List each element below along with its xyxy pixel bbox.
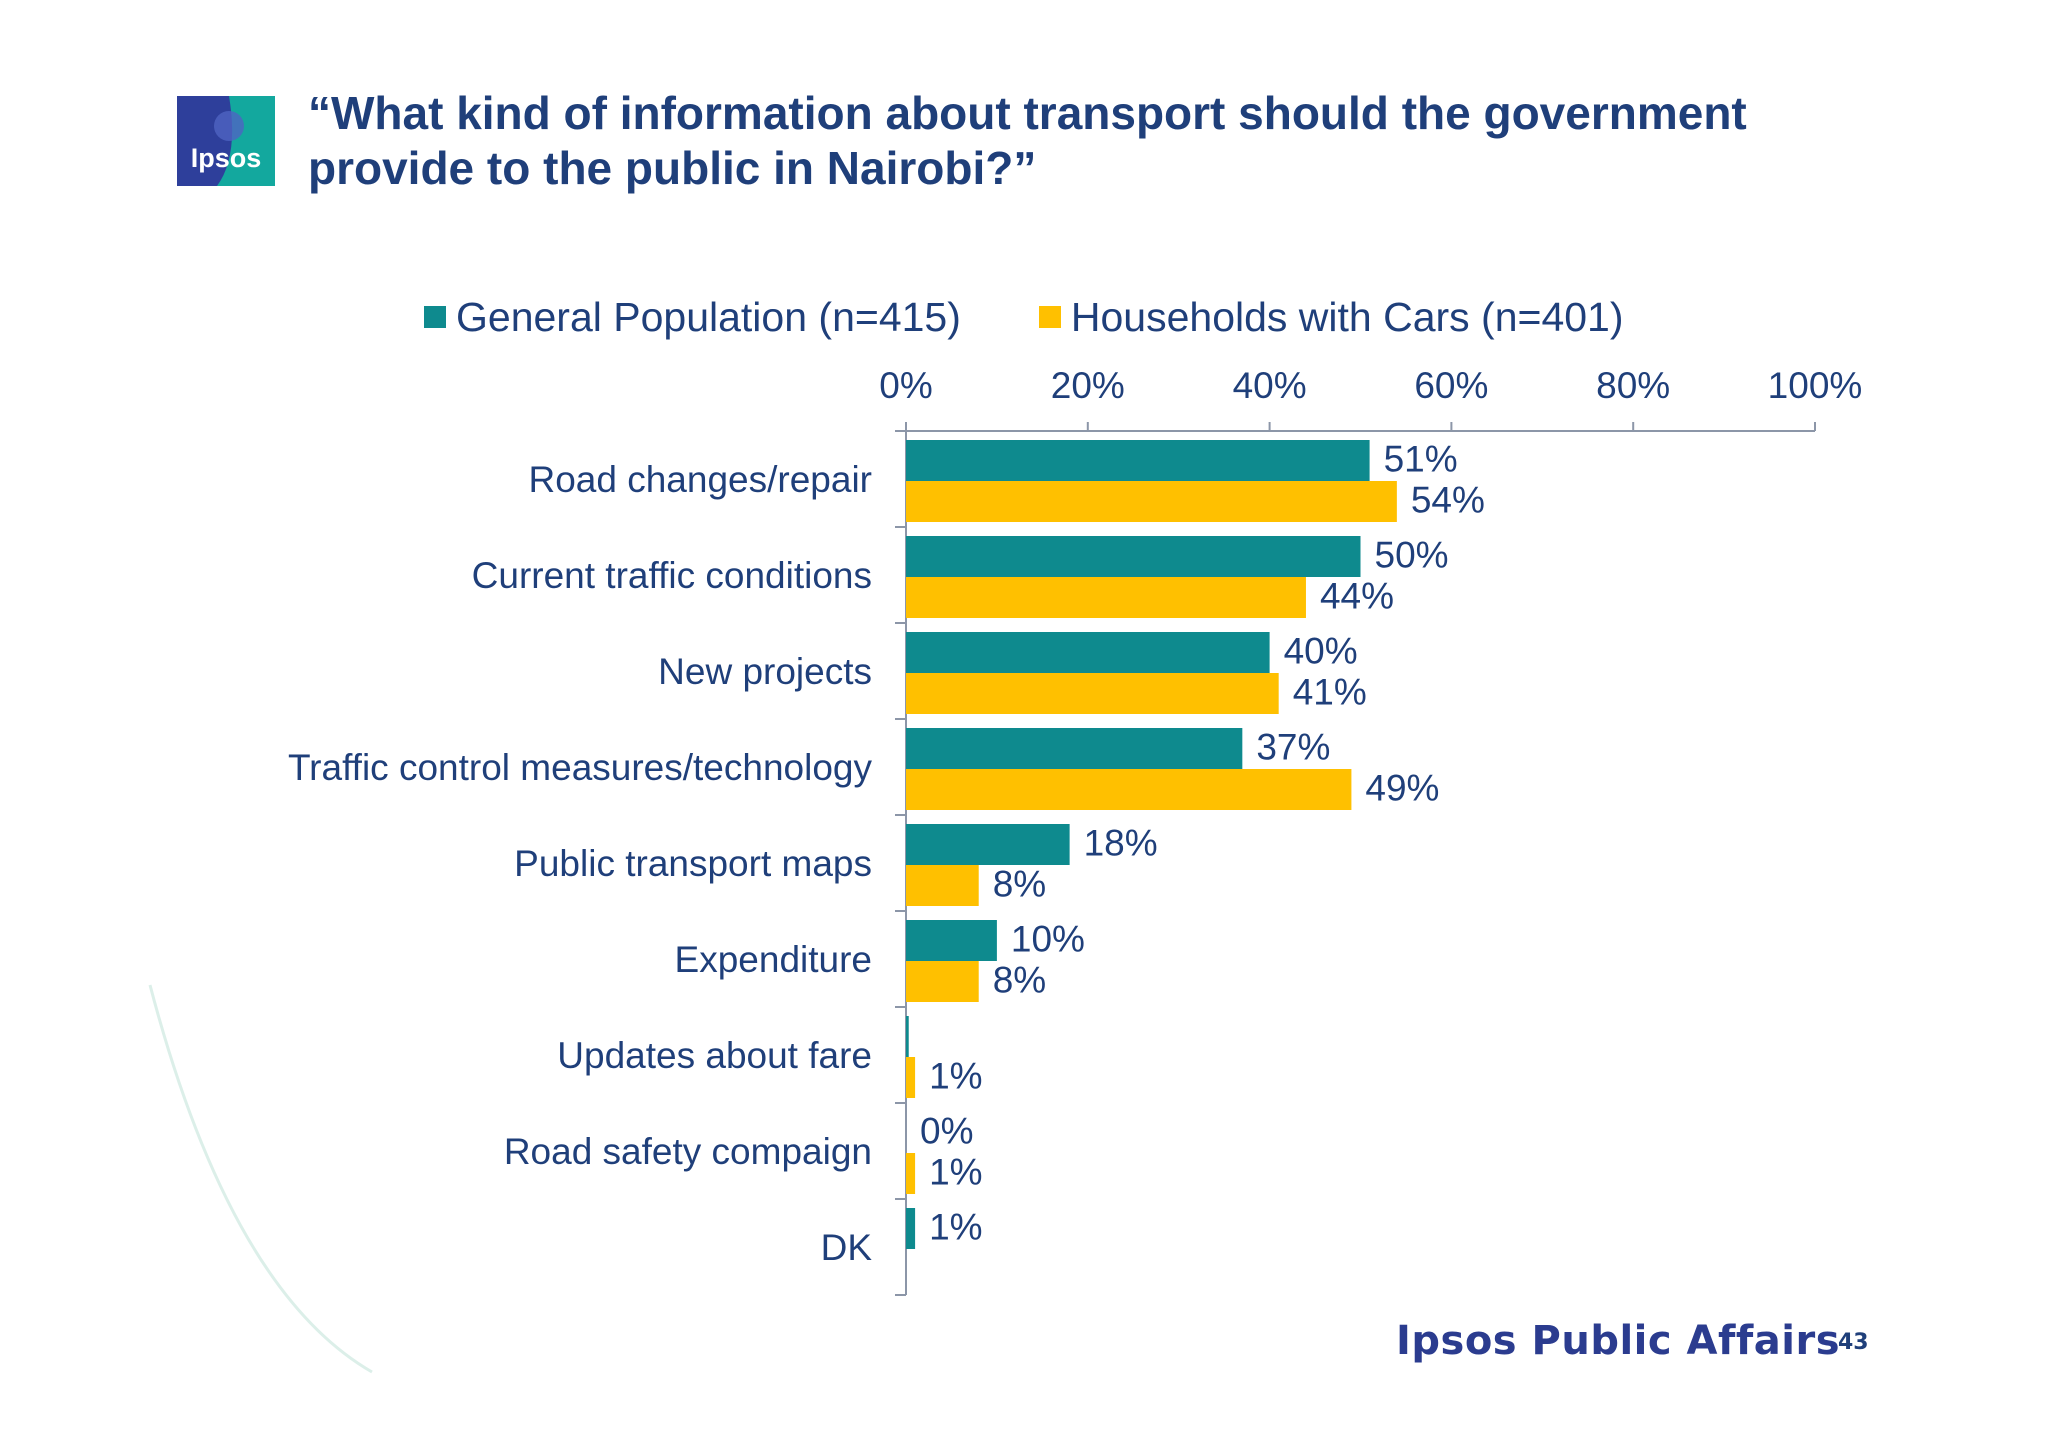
data-label: 40% (1284, 631, 1358, 672)
data-label: 44% (1320, 576, 1394, 617)
data-label: 50% (1375, 535, 1449, 576)
data-label: 51% (1384, 439, 1458, 480)
bar-households-with-cars (906, 1057, 916, 1098)
chart-legend: General Population (n=415) Households wi… (424, 292, 1702, 342)
data-label: 1% (929, 1152, 982, 1193)
legend-swatch-households-with-cars (1038, 306, 1061, 328)
legend-swatch-general-population (424, 306, 446, 328)
bar-general-population (906, 824, 1070, 865)
data-label: 1% (929, 1207, 982, 1248)
bar-households-with-cars (906, 961, 979, 1002)
page-title: “What kind of information about transpor… (308, 86, 1958, 196)
legend-item-households-with-cars: Households with Cars (n=401) (1038, 293, 1624, 341)
data-label: 8% (993, 864, 1046, 905)
x-tick-label: 40% (1233, 365, 1307, 406)
legend-item-general-population: General Population (n=415) (424, 294, 961, 341)
x-tick-label: 0% (879, 365, 932, 406)
title-line-1: “What kind of information about transpor… (308, 87, 1747, 139)
bar-households-with-cars (906, 1153, 916, 1194)
x-tick-label: 100% (1768, 365, 1863, 406)
data-label: 54% (1411, 480, 1485, 521)
bar-households-with-cars (906, 577, 1306, 618)
data-label: 10% (1011, 919, 1085, 960)
category-label: Updates about fare (557, 1035, 872, 1076)
bar-general-population (906, 536, 1361, 577)
ipsos-logo: Ipsos (177, 96, 275, 186)
category-label: DK (821, 1227, 873, 1268)
data-label: 0% (920, 1111, 973, 1152)
bar-general-population (906, 728, 1243, 769)
category-label: Expenditure (675, 939, 872, 980)
category-label: Public transport maps (514, 843, 872, 884)
bar-households-with-cars (906, 865, 979, 906)
bar-general-population (906, 632, 1270, 673)
page-number: 43 (1838, 1330, 1869, 1355)
category-label: Road safety compaign (504, 1131, 872, 1172)
footer-brand: Ipsos Public Affairs (1396, 1318, 1841, 1364)
data-label: 37% (1256, 727, 1330, 768)
x-tick-label: 60% (1414, 365, 1488, 406)
bar-general-population (906, 1208, 916, 1249)
data-label: 1% (929, 1056, 982, 1097)
bar-general-population (906, 440, 1370, 481)
data-label: 8% (993, 960, 1046, 1001)
data-label: 41% (1293, 672, 1367, 713)
svg-text:Ipsos: Ipsos (191, 143, 262, 173)
category-label: Traffic control measures/technology (288, 747, 873, 788)
category-label: Current traffic conditions (472, 555, 872, 596)
legend-label-general-population: General Population (n=415) (456, 293, 961, 340)
title-line-2: provide to the public in Nairobi?” (308, 142, 1037, 194)
bar-general-population (906, 920, 997, 961)
decorative-arc (148, 984, 373, 1374)
category-label: New projects (658, 651, 872, 692)
category-label: Road changes/repair (529, 459, 873, 500)
data-label: 18% (1084, 823, 1158, 864)
bar-households-with-cars (906, 673, 1279, 714)
bar-households-with-cars (906, 769, 1352, 810)
x-tick-label: 20% (1051, 365, 1125, 406)
x-tick-label: 80% (1596, 365, 1670, 406)
legend-label-households-with-cars: Households with Cars (n=401) (1070, 293, 1624, 340)
data-label: 49% (1365, 768, 1439, 809)
bar-households-with-cars (906, 481, 1397, 522)
bar-general-population (906, 1016, 909, 1057)
